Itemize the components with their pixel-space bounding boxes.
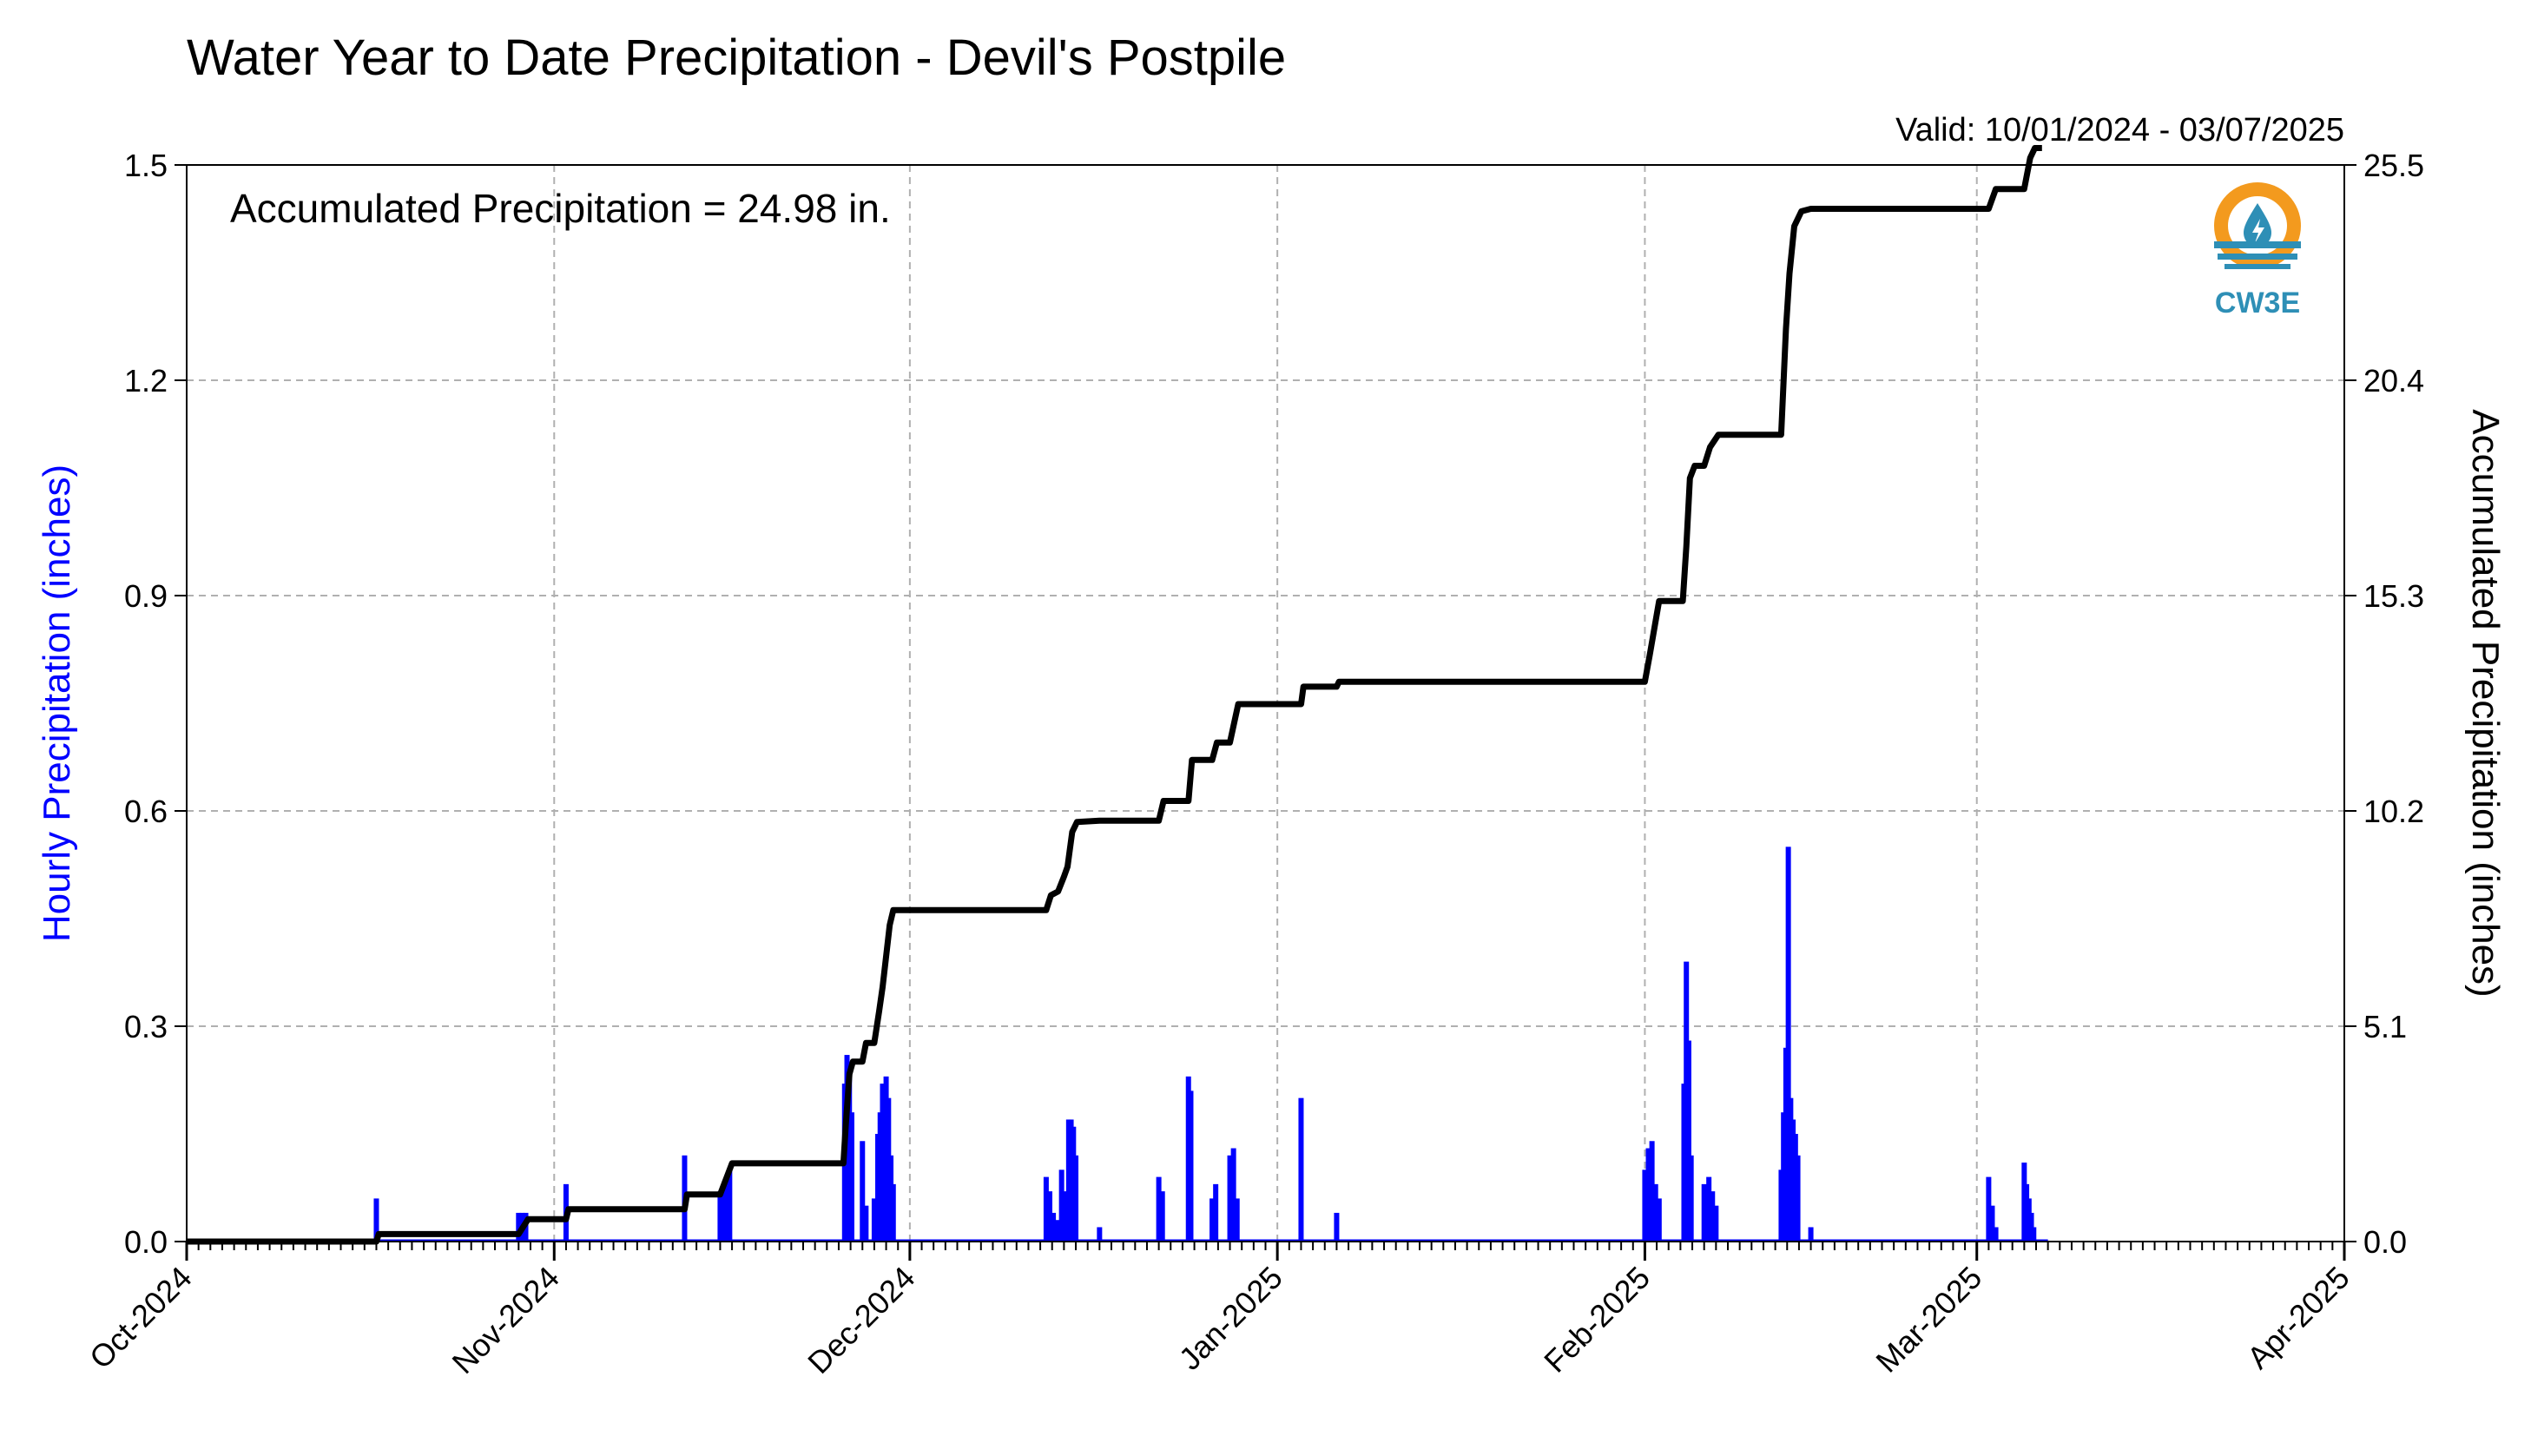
left-tick-label: 1.2 — [124, 363, 168, 399]
hourly-bar — [1234, 1198, 1240, 1242]
valid-date-range: Valid: 10/01/2024 - 03/07/2025 — [1895, 112, 2344, 148]
hourly-bar — [1688, 1155, 1694, 1242]
x-tick-label: Apr-2025 — [2240, 1260, 2356, 1376]
x-tick-label: Jan-2025 — [1172, 1260, 1289, 1377]
hourly-bar — [880, 1084, 886, 1242]
hourly-bar — [1213, 1183, 1219, 1242]
hourly-bar — [1209, 1198, 1216, 1242]
left-tick-label: 0.6 — [124, 794, 168, 829]
left-tick-label: 1.5 — [124, 148, 168, 183]
hourly-bar — [1642, 1169, 1648, 1242]
hourly-bar — [1785, 847, 1791, 1242]
hourly-bar — [1073, 1155, 1079, 1242]
logo-wave-1 — [2214, 241, 2301, 248]
hourly-bar — [863, 1205, 869, 1242]
hourly-bar — [890, 1183, 896, 1242]
left-axis-label: Hourly Precipitation (inches) — [36, 464, 78, 942]
logo-wave-2 — [2218, 254, 2297, 260]
hourly-bar — [1656, 1198, 1662, 1242]
hourly-bar — [1993, 1227, 1999, 1242]
hourly-bar — [516, 1212, 522, 1242]
cw3e-logo: CW3E — [2214, 182, 2301, 320]
left-y-ticks: 0.0 0.3 0.6 0.9 1.2 1.5 — [124, 148, 187, 1260]
hourly-bar — [1334, 1212, 1340, 1242]
hourly-bar — [1227, 1155, 1233, 1242]
hourly-bar — [1986, 1176, 1992, 1242]
logo-text: CW3E — [2215, 287, 2300, 320]
x-tick-label: Feb-2025 — [1537, 1260, 1657, 1380]
left-tick-label: 0.3 — [124, 1009, 168, 1044]
accumulated-annotation: Accumulated Precipitation = 24.98 in. — [230, 186, 891, 231]
x-ticks: Oct-2024 Nov-2024 Dec-2024 Jan-2025 Feb-2025… — [82, 1242, 2356, 1380]
hourly-bar — [1159, 1191, 1165, 1242]
right-axis-label: Accumulated Precipitation (inches) — [2464, 409, 2507, 997]
hourly-bar — [1685, 1040, 1691, 1242]
right-tick-label: 0.0 — [2363, 1224, 2407, 1260]
hourly-bar — [717, 1191, 723, 1242]
right-tick-label: 15.3 — [2363, 578, 2424, 614]
hourly-bar — [860, 1141, 866, 1242]
chart-title: Water Year to Date Precipitation - Devil… — [187, 30, 1286, 86]
hourly-bar — [2031, 1227, 2037, 1242]
right-tick-label: 25.5 — [2363, 148, 2424, 183]
logo-wave-3 — [2225, 264, 2290, 269]
hourly-bar — [373, 1198, 379, 1242]
logo-lightning-icon — [2252, 219, 2264, 243]
right-tick-label: 5.1 — [2363, 1009, 2407, 1044]
right-tick-label: 10.2 — [2363, 794, 2424, 829]
hourly-bar — [1047, 1191, 1052, 1242]
hourly-bar — [1051, 1212, 1057, 1242]
hourly-bar — [1710, 1191, 1716, 1242]
x-tick-label: Dec-2024 — [801, 1260, 921, 1380]
hourly-bar — [1989, 1205, 1995, 1242]
hourly-bar — [1058, 1169, 1064, 1242]
hourly-bar — [1298, 1097, 1304, 1242]
hourly-bar — [1156, 1176, 1162, 1242]
hourly-bar — [1645, 1148, 1651, 1242]
x-tick-label: Nov-2024 — [445, 1260, 566, 1380]
right-y-ticks: 0.0 5.1 10.2 15.3 20.4 25.5 — [2344, 148, 2424, 1260]
x-tick-label: Mar-2025 — [1869, 1260, 1988, 1380]
hourly-bar — [1055, 1220, 1061, 1242]
right-tick-label: 20.4 — [2363, 363, 2424, 399]
hourly-bar — [871, 1198, 877, 1242]
hourly-bar — [1188, 1090, 1194, 1242]
hourly-bar — [1230, 1148, 1236, 1242]
hourly-bar — [1652, 1183, 1658, 1242]
hourly-bar — [727, 1169, 733, 1242]
left-tick-label: 0.0 — [124, 1224, 168, 1260]
hourly-bar — [1706, 1176, 1712, 1242]
hourly-bar — [1808, 1227, 1814, 1242]
accumulated-precip-line — [187, 145, 2042, 1245]
hourly-bar — [1649, 1141, 1655, 1242]
hourly-bar — [848, 1112, 854, 1242]
left-tick-label: 0.9 — [124, 578, 168, 614]
hourly-bar — [1062, 1191, 1068, 1242]
hourly-precip-bars — [187, 847, 2048, 1242]
x-tick-label: Oct-2024 — [82, 1260, 199, 1376]
hourly-bar — [1701, 1183, 1707, 1242]
hourly-bar — [1097, 1227, 1103, 1242]
hourly-bar — [1795, 1155, 1801, 1242]
hourly-bar — [1713, 1205, 1719, 1242]
hourly-bar — [722, 1183, 728, 1242]
hourly-bar — [1043, 1176, 1049, 1242]
